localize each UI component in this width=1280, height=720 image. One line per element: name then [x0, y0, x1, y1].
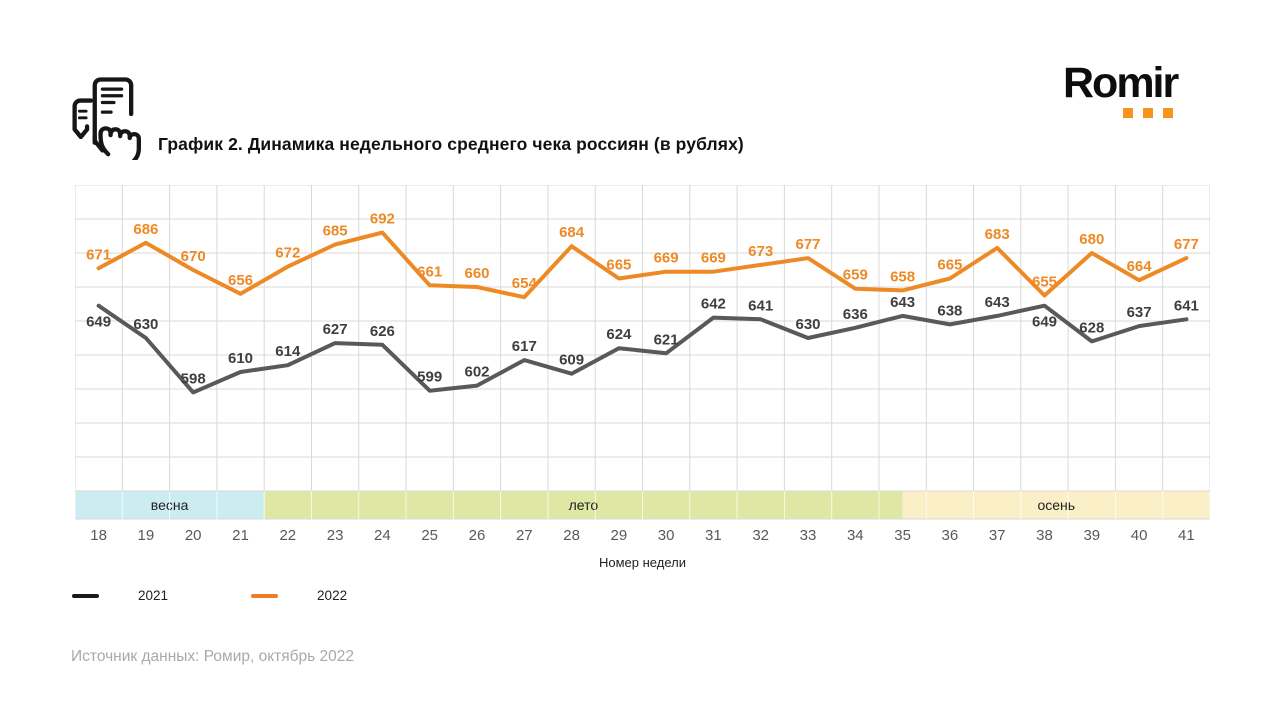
x-tick-label: 26	[469, 527, 486, 544]
x-tick-label: 22	[279, 527, 296, 544]
season-label: осень	[1037, 497, 1075, 513]
x-tick-label: 32	[752, 527, 769, 544]
x-tick-label: 33	[800, 527, 817, 544]
x-tick-label: 41	[1178, 527, 1195, 544]
data-label-2021: 609	[559, 352, 584, 369]
x-tick-label: 39	[1083, 527, 1100, 544]
x-tick-label: 35	[894, 527, 911, 544]
chart-area: весна лето осень 649 630 598 610 614 627 626 599 60…	[74, 184, 1211, 550]
x-axis-title: Номер недели	[599, 555, 686, 570]
romir-logo-dots-icon	[1123, 108, 1213, 118]
season-band	[902, 491, 1210, 519]
data-label-2022: 654	[512, 275, 538, 292]
x-tick-label: 29	[611, 527, 628, 544]
x-tick-label: 18	[90, 527, 107, 544]
season-band	[264, 491, 903, 519]
data-label-2021: 624	[606, 326, 632, 343]
data-label-2022: 672	[275, 245, 300, 262]
legend-item-2021: 2021	[72, 588, 168, 603]
romir-logo-text: Romir	[1063, 59, 1179, 107]
data-label-2021: 630	[795, 316, 820, 333]
data-label-2022: 677	[795, 236, 820, 253]
receipt-in-hand-icon	[72, 77, 141, 160]
data-label-2022: 661	[417, 263, 442, 280]
data-label-2022: 692	[370, 211, 395, 228]
data-label-2021: 642	[701, 296, 726, 313]
x-tick-label: 19	[138, 527, 155, 544]
x-tick-label: 30	[658, 527, 675, 544]
data-label-2022: 685	[323, 223, 348, 240]
data-label-2021: 610	[228, 350, 253, 367]
data-label-2021: 636	[843, 306, 868, 323]
x-tick-label: 24	[374, 527, 391, 544]
legend-item-2022: 2022	[251, 588, 347, 603]
x-tick-label: 40	[1131, 527, 1148, 544]
data-label-2021: 643	[985, 294, 1010, 311]
data-label-2022: 669	[701, 250, 726, 267]
data-label-2022: 660	[464, 265, 489, 282]
x-tick-label: 37	[989, 527, 1006, 544]
data-label-2021: 598	[181, 370, 206, 387]
legend-swatch-2021	[72, 593, 99, 598]
data-label-2022: 664	[1127, 258, 1153, 275]
x-tick-label: 34	[847, 527, 864, 544]
data-label-2022: 670	[181, 248, 206, 265]
data-label-2021: 641	[1174, 297, 1199, 314]
data-label-2021: 627	[323, 321, 348, 338]
legend-swatch-2022	[251, 593, 279, 598]
data-label-2021: 649	[1032, 314, 1057, 331]
data-label-2022: 677	[1174, 236, 1199, 253]
series-line-2021	[96, 303, 1189, 395]
data-label-2021: 614	[275, 343, 301, 360]
x-tick-label: 21	[232, 527, 249, 544]
data-label-2021: 638	[937, 302, 962, 319]
legend-label-2022: 2022	[317, 588, 348, 603]
x-tick-label: 38	[1036, 527, 1053, 544]
data-label-2022: 665	[937, 257, 962, 274]
x-tick-label: 36	[942, 527, 959, 544]
series-line-2022	[96, 230, 1189, 300]
data-label-2022: 655	[1032, 274, 1057, 291]
data-label-2022: 671	[86, 246, 111, 263]
data-label-2022: 673	[748, 243, 773, 260]
data-label-2021: 641	[748, 297, 773, 314]
data-label-2021: 617	[512, 338, 537, 355]
data-label-2021: 643	[890, 294, 915, 311]
data-label-2021: 602	[464, 364, 489, 381]
legend-label-2021: 2021	[138, 588, 169, 603]
x-tick-label: 28	[563, 527, 580, 544]
data-label-2022: 659	[843, 267, 868, 284]
data-label-2021: 630	[133, 316, 158, 333]
data-label-2021: 628	[1079, 319, 1104, 336]
x-tick-label: 27	[516, 527, 533, 544]
data-label-2022: 684	[559, 224, 585, 241]
data-label-2021: 621	[654, 331, 679, 348]
x-tick-label: 23	[327, 527, 344, 544]
data-label-2022: 656	[228, 272, 253, 289]
x-tick-label: 31	[705, 527, 722, 544]
data-label-2022: 680	[1079, 231, 1104, 248]
chart-title: График 2. Динамика недельного среднего ч…	[158, 134, 744, 154]
x-tick-label: 20	[185, 527, 202, 544]
data-source-note: Источник данных: Ромир, октябрь 2022	[71, 648, 355, 665]
data-label-2022: 665	[606, 257, 631, 274]
data-label-2022: 658	[890, 268, 915, 285]
data-label-2022: 669	[654, 250, 679, 267]
data-label-2021: 637	[1127, 304, 1152, 321]
data-label-2022: 686	[133, 221, 158, 238]
data-label-2022: 683	[985, 226, 1010, 243]
x-tick-label: 25	[421, 527, 438, 544]
data-label-2021: 626	[370, 323, 395, 340]
chart-legend: 2021 2022	[72, 588, 347, 603]
data-label-2021: 649	[86, 314, 111, 331]
data-label-2021: 599	[417, 369, 442, 386]
romir-logo: Romir	[1063, 62, 1213, 118]
season-label: лето	[569, 497, 599, 513]
